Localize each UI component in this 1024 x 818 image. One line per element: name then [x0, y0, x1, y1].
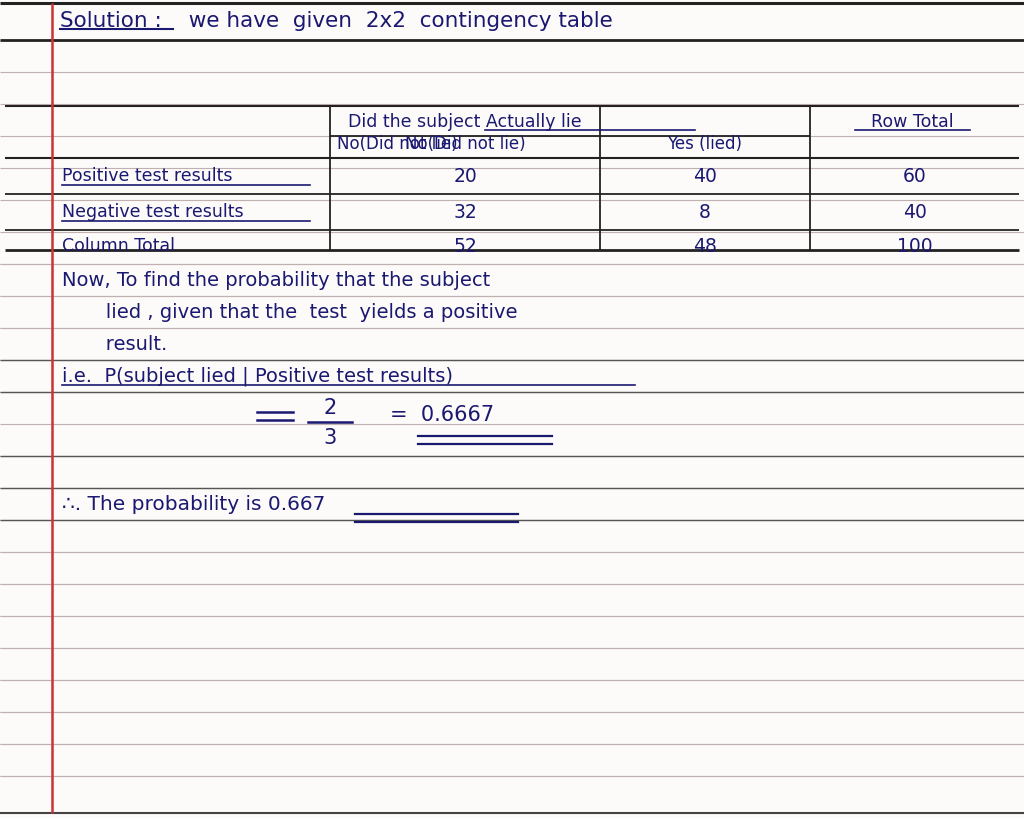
- Text: 52: 52: [454, 236, 477, 255]
- Text: 40: 40: [902, 203, 927, 222]
- Text: Row Total: Row Total: [870, 113, 953, 131]
- Text: Negative test results: Negative test results: [62, 203, 244, 221]
- Text: Positive test results: Positive test results: [62, 167, 232, 185]
- Text: 32: 32: [454, 203, 477, 222]
- Text: Column Total: Column Total: [62, 237, 175, 255]
- Text: No(Did not lie): No(Did not lie): [404, 135, 525, 153]
- Text: Yes (lied): Yes (lied): [668, 135, 742, 153]
- Text: result.: result.: [62, 335, 167, 353]
- Text: 2: 2: [324, 398, 337, 418]
- Text: Did the subject Actually lie: Did the subject Actually lie: [348, 113, 582, 131]
- Text: No(Did not lie): No(Did not lie): [337, 135, 458, 153]
- Text: we have  given  2x2  contingency table: we have given 2x2 contingency table: [175, 11, 612, 31]
- Text: ∴. The probability is 0.667: ∴. The probability is 0.667: [62, 495, 326, 514]
- Text: Solution :: Solution :: [60, 11, 162, 31]
- Text: Now, To find the probability that the subject: Now, To find the probability that the su…: [62, 271, 490, 290]
- Text: 48: 48: [693, 236, 717, 255]
- Text: 100: 100: [897, 236, 932, 255]
- Text: =  0.6667: = 0.6667: [390, 405, 495, 425]
- Text: 20: 20: [454, 167, 477, 186]
- Text: 8: 8: [699, 203, 711, 222]
- Text: 3: 3: [324, 428, 337, 448]
- Text: i.e.  P(subject lied | Positive test results): i.e. P(subject lied | Positive test resu…: [62, 366, 453, 386]
- Text: lied , given that the  test  yields a positive: lied , given that the test yields a posi…: [62, 303, 517, 321]
- Text: 60: 60: [902, 167, 927, 186]
- Text: 40: 40: [693, 167, 717, 186]
